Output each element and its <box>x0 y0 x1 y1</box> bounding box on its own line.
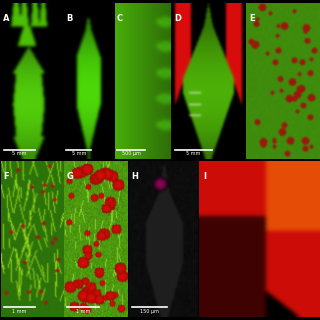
Text: I: I <box>204 172 206 180</box>
Text: 5 mm: 5 mm <box>72 151 86 156</box>
Text: C: C <box>117 14 123 23</box>
Text: 1 mm: 1 mm <box>12 309 27 314</box>
Text: F: F <box>3 172 9 180</box>
Text: H: H <box>132 172 139 180</box>
Text: E: E <box>249 14 255 23</box>
Text: 150 μm: 150 μm <box>140 309 159 314</box>
Text: D: D <box>174 14 181 23</box>
Text: G: G <box>67 172 73 180</box>
Text: 1 mm: 1 mm <box>76 309 90 314</box>
Text: B: B <box>66 14 72 23</box>
Text: 5 mm: 5 mm <box>12 151 27 156</box>
Text: 500 μm: 500 μm <box>122 151 141 156</box>
Text: 5 mm: 5 mm <box>187 151 201 156</box>
Text: A: A <box>3 14 10 23</box>
